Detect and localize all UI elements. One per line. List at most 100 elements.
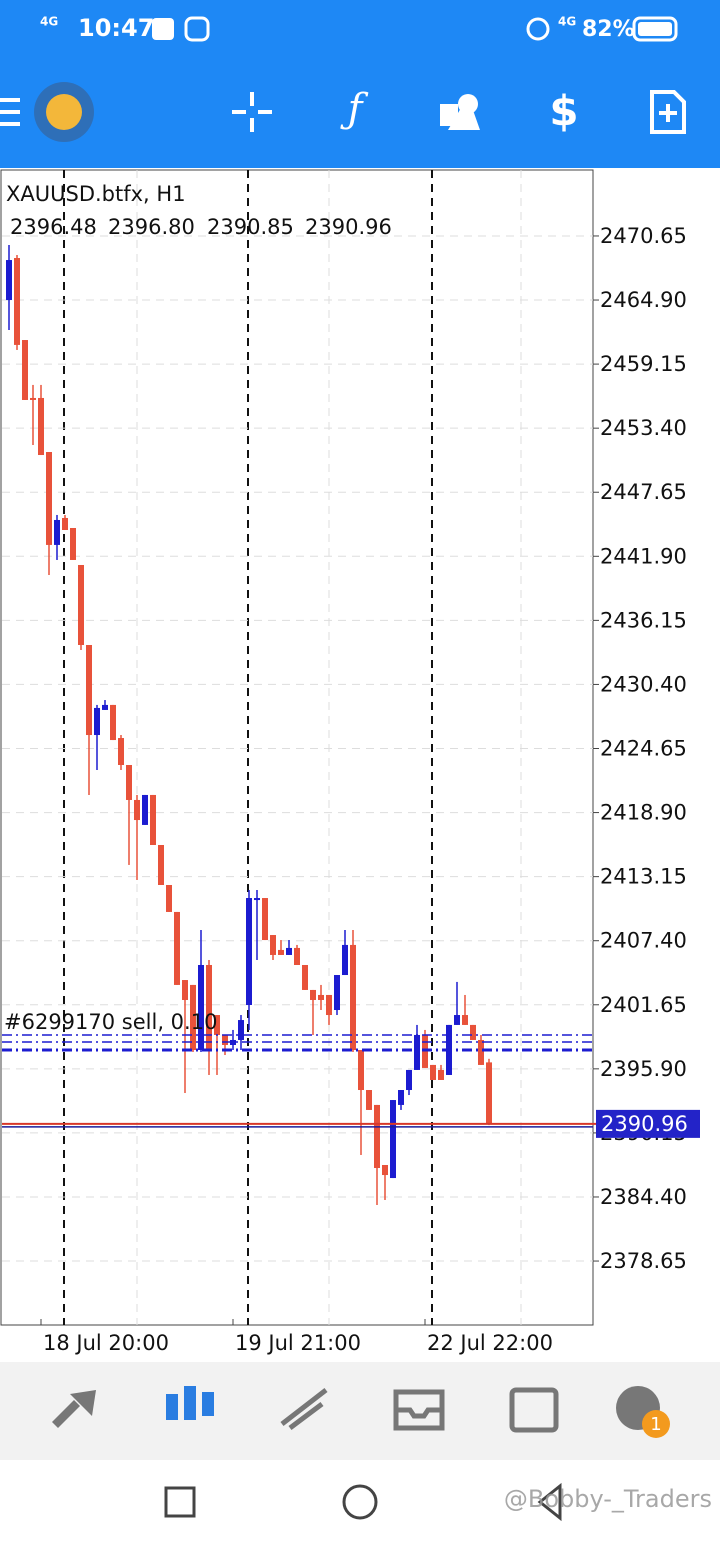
candle-body (334, 975, 340, 1011)
candle-body (478, 1039, 484, 1065)
day-separators (63, 170, 433, 1325)
nav-back[interactable] (537, 1482, 562, 1522)
price-box-label: 2390.96 (601, 1112, 688, 1136)
battery-text: 82% (582, 17, 635, 42)
candle-body (270, 935, 276, 955)
candle-body (150, 794, 156, 845)
candle-body (126, 764, 132, 800)
crosshair-icon[interactable] (232, 92, 272, 132)
ig-icon (184, 16, 210, 42)
candle-body (86, 644, 92, 736)
candle-body (454, 1015, 460, 1025)
candle-body (254, 898, 260, 901)
ohlc-low: 2390.85 (207, 215, 294, 239)
candle-body (286, 947, 292, 955)
y-tick-label: 2384.40 (600, 1185, 687, 1209)
x-tick-label: 18 Jul 20:00 (43, 1331, 169, 1355)
nav-home[interactable] (342, 1484, 378, 1520)
candle-body (390, 1100, 396, 1179)
badge (642, 1410, 670, 1438)
y-tick-label: 2447.65 (600, 480, 687, 504)
y-tick-label: 2430.40 (600, 672, 687, 696)
y-tick-label: 2418.90 (600, 801, 687, 825)
candle-body (406, 1069, 412, 1091)
y-tick-label: 2413.15 (600, 865, 687, 889)
tab-bar (0, 1362, 720, 1460)
watermark: @Bobby-_Traders (504, 1485, 712, 1513)
candle-body (214, 1015, 220, 1035)
new-order-icon[interactable] (650, 90, 686, 134)
x-tick-label: 19 Jul 21:00 (235, 1331, 361, 1355)
badge-text: 1 (650, 1414, 661, 1435)
y-tick-label: 2464.90 (600, 288, 687, 312)
candle-body (462, 1015, 468, 1025)
price-box (596, 1109, 700, 1138)
candle-body (190, 984, 196, 1051)
candle-body (22, 340, 28, 400)
candle-body (166, 884, 172, 912)
candle-body (470, 1024, 476, 1040)
candle-body (318, 994, 324, 1000)
candle-body (110, 704, 116, 741)
y-tick-label: 2441.90 (600, 544, 687, 568)
candle-body (30, 397, 36, 400)
candle-body (302, 964, 308, 990)
plus (659, 104, 677, 122)
candle-body (262, 898, 268, 941)
x-tick-label: 22 Jul 22:00 (427, 1331, 553, 1355)
candle-body (62, 517, 68, 531)
candle-body (206, 964, 212, 1051)
candle-body (342, 944, 348, 976)
candle-body (246, 898, 252, 1005)
y-tick-label: 2453.40 (600, 416, 687, 440)
candle-body (222, 1034, 228, 1045)
symbol: XAUUSD.btfx, H1 (6, 182, 186, 206)
candle-body (310, 989, 316, 1000)
news-tab[interactable] (509, 1387, 559, 1433)
candle-body (198, 964, 204, 1051)
y-tick-label: 2378.65 (600, 1249, 687, 1273)
logo-inner (46, 94, 82, 130)
y-tick-label: 2424.65 (600, 737, 687, 761)
candle-body (46, 452, 52, 545)
candle-body (366, 1090, 372, 1110)
battery-level (638, 22, 672, 36)
trade-icon[interactable]: $ (549, 87, 578, 136)
network: 4G (40, 15, 58, 29)
candle-body (94, 707, 100, 736)
candle-body (54, 519, 60, 545)
y-tick-label: 2395.90 (600, 1057, 687, 1081)
y-tick-label: 2436.15 (600, 608, 687, 632)
candle-body (486, 1062, 492, 1124)
candle-body (350, 944, 356, 1051)
alarm-icon (526, 17, 550, 41)
history-tab[interactable] (393, 1389, 445, 1431)
candle-body (134, 799, 140, 821)
ohlc-high: 2396.80 (108, 215, 195, 239)
y-tick-label: 2470.65 (600, 224, 687, 248)
quotes-tab[interactable] (52, 1390, 96, 1428)
candle-body (238, 1020, 244, 1040)
network-right: 4G (558, 15, 576, 29)
y-tick-label: 2401.65 (600, 993, 687, 1017)
candle-body (38, 397, 44, 456)
plot (2, 235, 593, 1262)
nav-recent[interactable] (164, 1486, 196, 1518)
trade-tab[interactable] (280, 1388, 328, 1430)
candle-body (78, 564, 84, 645)
candle-body (230, 1039, 236, 1045)
objects-icon[interactable] (440, 94, 480, 130)
ohlc-close: 2390.96 (305, 215, 392, 239)
chart-tab[interactable] (166, 1386, 214, 1420)
candle-body (142, 794, 148, 825)
ohlc-open: 2396.48 (10, 215, 97, 239)
y-tick-label: 2407.40 (600, 929, 687, 953)
candle-body (14, 258, 20, 345)
menu-icon[interactable] (0, 98, 20, 126)
candle-body (438, 1069, 444, 1080)
candle-body (374, 1104, 380, 1169)
battery-icon (632, 16, 678, 42)
candle-body (326, 994, 332, 1016)
fb-icon (152, 18, 174, 40)
